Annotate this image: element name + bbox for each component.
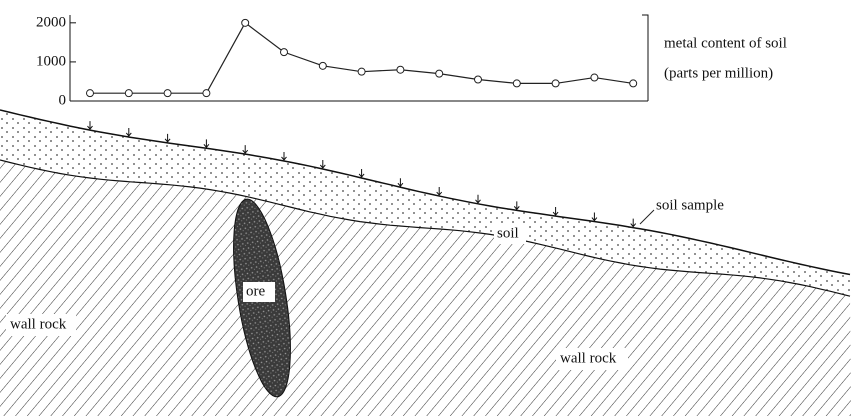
ground-surface — [0, 109, 851, 276]
data-point — [474, 75, 482, 84]
y-axis-label: (parts per million) — [664, 65, 773, 81]
sample-arrow — [125, 127, 132, 137]
data-point — [318, 61, 327, 70]
sample-arrow — [513, 201, 520, 211]
sample-arrow — [397, 178, 404, 187]
y-axis-label: metal content of soil — [664, 35, 787, 51]
cross-section — [0, 109, 851, 416]
y-tick-label: 0 — [59, 92, 67, 108]
soil-label: soil — [497, 225, 519, 241]
sample-arrow — [630, 218, 637, 228]
sample-arrow — [358, 168, 365, 178]
sample-arrow — [319, 159, 326, 169]
label-bg — [6, 314, 76, 336]
data-point — [590, 73, 599, 82]
sample-arrow — [87, 121, 93, 130]
data-point — [435, 69, 444, 78]
sample-arrow — [436, 187, 443, 196]
data-point — [629, 79, 638, 88]
y-tick-label: 1000 — [36, 53, 66, 69]
sample-arrow — [203, 139, 210, 149]
sample-arrow — [281, 151, 287, 161]
soil-layer — [0, 110, 850, 297]
data-point — [512, 79, 521, 88]
line-chart: 0 1000 2000 metal content of soil (parts per… — [36, 14, 787, 108]
leader-line — [639, 209, 655, 225]
data-point — [124, 89, 133, 98]
label-bg — [243, 282, 275, 302]
data-point — [202, 89, 211, 98]
sample-arrow — [552, 207, 559, 216]
data-point — [280, 48, 288, 57]
sample-arrow — [475, 194, 481, 204]
rock-layer — [0, 160, 851, 416]
sample-arrow — [591, 212, 598, 222]
wall-rock-label: wall rock — [10, 316, 67, 332]
data-point — [396, 65, 405, 74]
y-tick-label: 2000 — [36, 14, 66, 30]
soil-sample-label: soil sample — [656, 197, 724, 213]
sample-arrow — [242, 145, 249, 154]
right-bracket — [642, 14, 649, 101]
data-point — [86, 89, 94, 98]
soil-base — [0, 159, 851, 297]
label-bg — [556, 348, 628, 370]
label-bg — [494, 224, 526, 244]
data-point — [163, 89, 172, 98]
wall-rock-label: wall rock — [560, 350, 617, 366]
labels: wall rock wall rock soil ore soil sample — [6, 197, 724, 370]
data-point — [241, 18, 250, 27]
data-point — [551, 79, 560, 88]
ore-label: ore — [246, 283, 265, 299]
data-point — [357, 67, 366, 76]
sample-arrow — [164, 133, 171, 143]
